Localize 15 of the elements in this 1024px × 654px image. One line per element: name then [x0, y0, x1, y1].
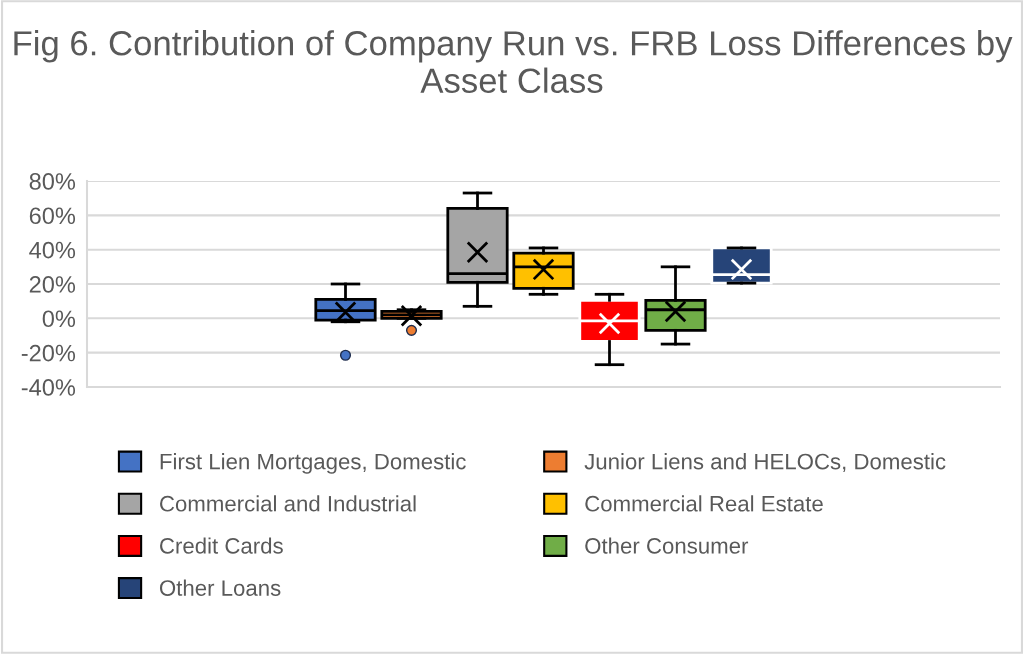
- y-tick-label: 40%: [29, 241, 76, 259]
- legend-label: Commercial and Industrial: [160, 495, 416, 512]
- legend-label: Commercial Real Estate: [585, 495, 823, 512]
- legend-label: First Lien Mortgages, Domestic: [160, 453, 466, 474]
- legend-label: Other Consumer: [585, 537, 749, 554]
- y-tick-label: 0%: [42, 310, 76, 328]
- y-tick-label: -20%: [21, 344, 76, 362]
- chart-title: Fig 6. Contribution of Company Run vs. FRB Loss Differences by Asset Class: [14, 30, 1013, 94]
- y-tick-label: 20%: [29, 276, 76, 293]
- legend-label: Other Loans: [159, 579, 281, 596]
- y-tick-label: 60%: [29, 207, 76, 225]
- legend-label: Junior Liens and HELOCs, Domestic: [584, 453, 946, 473]
- y-tick-label: 80%: [29, 173, 76, 190]
- legend-label: Credit Cards: [160, 537, 283, 554]
- y-tick-label: -40%: [21, 379, 76, 396]
